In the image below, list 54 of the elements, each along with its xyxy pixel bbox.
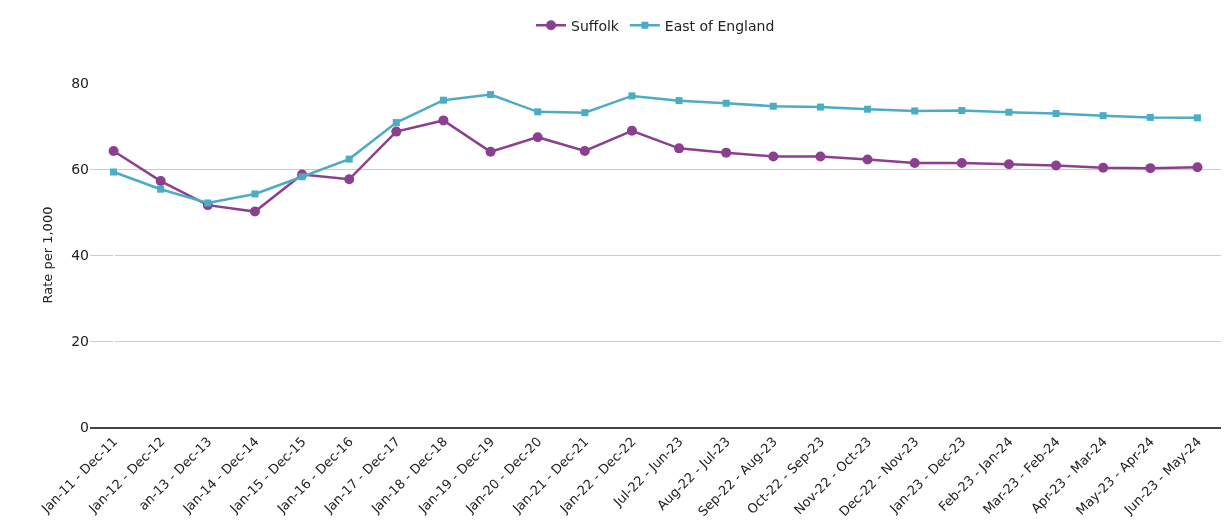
point bbox=[958, 107, 966, 115]
point bbox=[626, 125, 637, 136]
point bbox=[110, 168, 118, 176]
point bbox=[204, 199, 212, 207]
point bbox=[721, 147, 732, 158]
point bbox=[579, 145, 590, 156]
point bbox=[581, 109, 589, 117]
point bbox=[485, 146, 496, 157]
point bbox=[1005, 108, 1013, 116]
point bbox=[911, 107, 919, 115]
point bbox=[816, 103, 824, 111]
point bbox=[249, 206, 260, 217]
point bbox=[298, 173, 306, 181]
point bbox=[1099, 112, 1107, 120]
legend-label: East of England bbox=[664, 17, 775, 34]
point bbox=[1052, 110, 1060, 118]
y-tick-label: 40 bbox=[71, 246, 89, 263]
point bbox=[1193, 114, 1201, 122]
point bbox=[344, 174, 355, 185]
point bbox=[628, 92, 636, 100]
point bbox=[674, 143, 685, 154]
y-tick-label: 60 bbox=[71, 160, 89, 177]
point bbox=[392, 119, 400, 127]
point bbox=[438, 115, 449, 126]
point bbox=[909, 157, 920, 168]
point bbox=[157, 185, 165, 193]
point bbox=[1145, 163, 1156, 174]
point bbox=[815, 151, 826, 162]
point bbox=[345, 155, 353, 163]
point bbox=[722, 99, 730, 107]
legend-label: Suffolk bbox=[571, 17, 620, 34]
y-axis-title: Rate per 1,000 bbox=[40, 206, 56, 304]
point bbox=[862, 154, 873, 165]
point bbox=[251, 190, 259, 198]
point bbox=[155, 176, 166, 187]
point bbox=[1146, 113, 1154, 121]
point bbox=[534, 108, 542, 116]
point bbox=[956, 157, 967, 168]
point bbox=[532, 132, 543, 143]
point bbox=[675, 97, 683, 105]
y-tick-label: 20 bbox=[71, 332, 89, 349]
point bbox=[1192, 162, 1203, 173]
point bbox=[487, 91, 495, 99]
point bbox=[1051, 160, 1062, 171]
point bbox=[439, 96, 447, 104]
point bbox=[108, 145, 119, 156]
y-tick-label: 80 bbox=[71, 74, 89, 91]
y-tick-label: 0 bbox=[80, 418, 89, 435]
point bbox=[1003, 159, 1014, 170]
point bbox=[864, 105, 872, 113]
point bbox=[769, 102, 777, 110]
point bbox=[1098, 162, 1109, 173]
point bbox=[391, 126, 402, 137]
point bbox=[768, 151, 779, 162]
